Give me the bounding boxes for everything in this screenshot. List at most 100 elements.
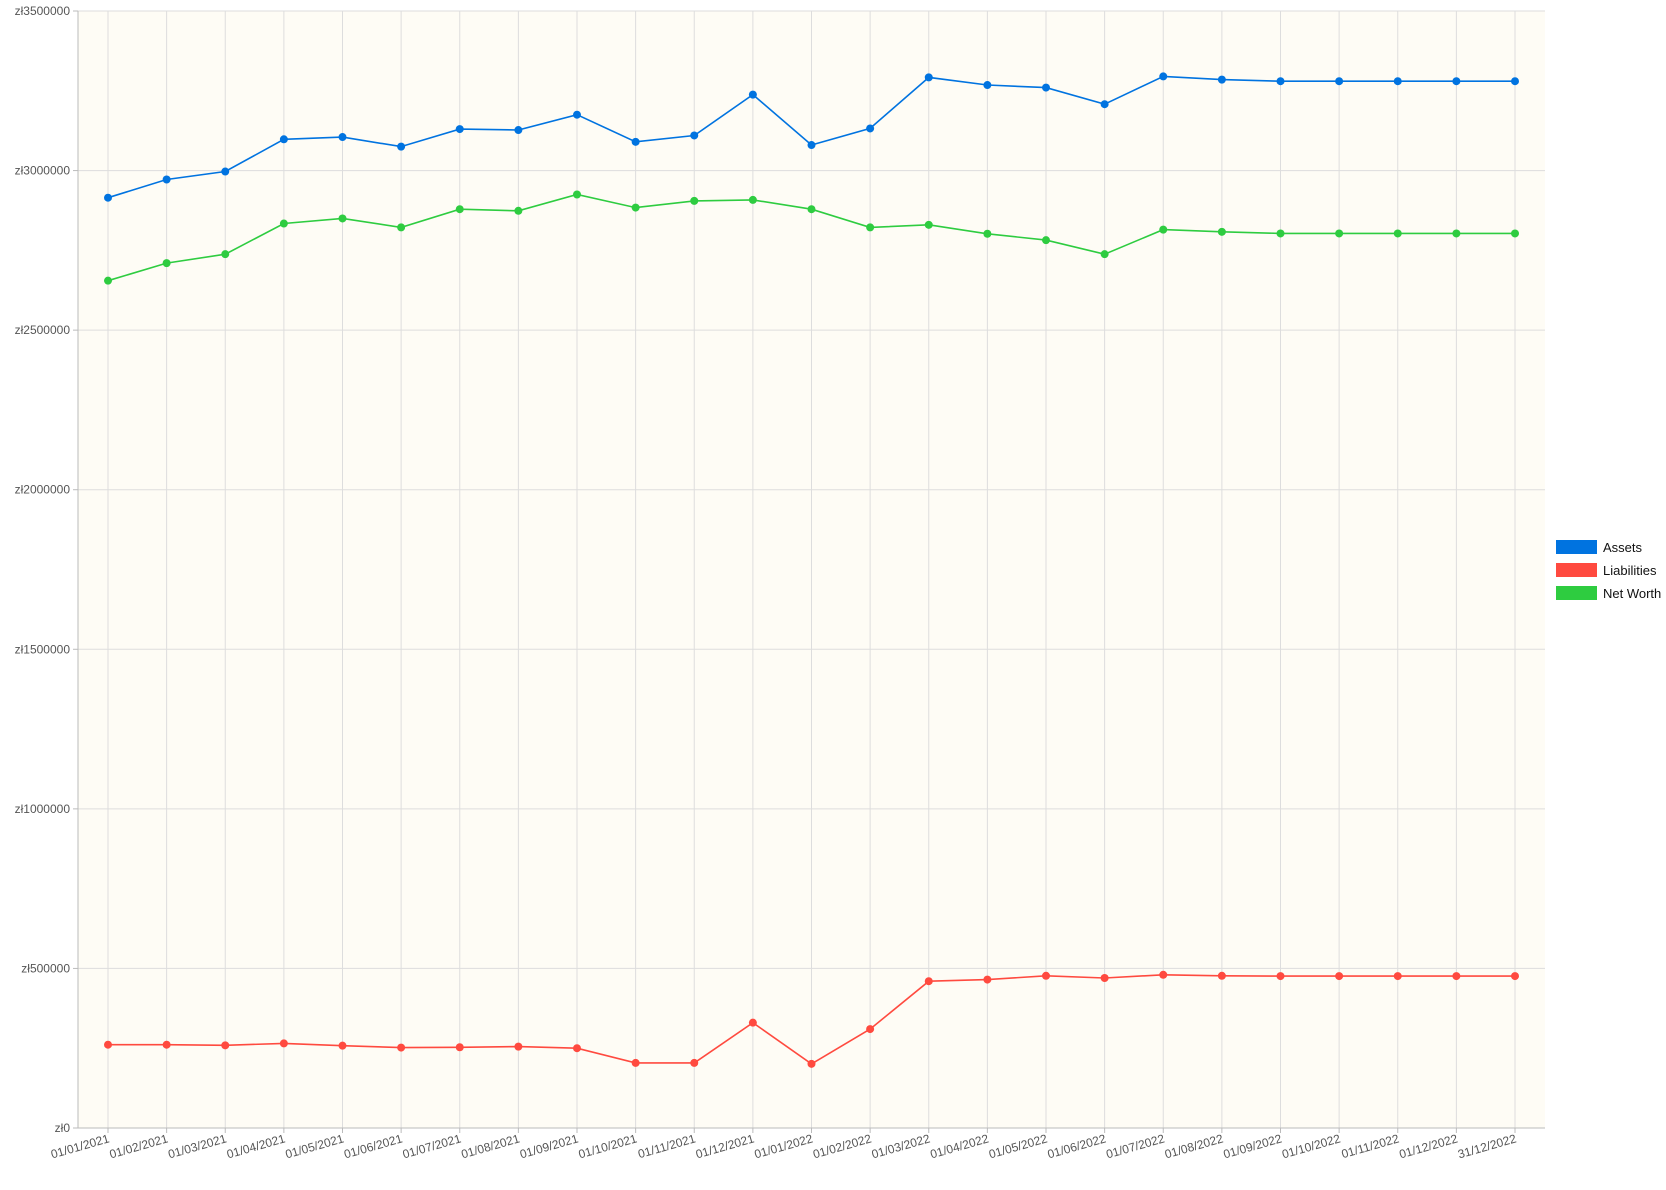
x-tick-label: 01/01/2021 [49, 1131, 111, 1161]
data-point-liabilities [924, 977, 933, 986]
x-tick-label: 01/06/2021 [342, 1131, 404, 1161]
data-point-net-worth [807, 205, 816, 214]
data-point-net-worth [1335, 229, 1344, 238]
x-tick-label: 01/10/2021 [577, 1131, 639, 1161]
data-point-net-worth [748, 195, 757, 204]
data-point-liabilities [1335, 972, 1344, 981]
data-point-net-worth [514, 206, 523, 215]
data-point-liabilities [866, 1025, 875, 1034]
y-tick-label: zł500000 [21, 961, 70, 975]
data-point-liabilities [279, 1039, 288, 1048]
y-tick-label: zł2500000 [15, 323, 71, 337]
data-point-assets [866, 124, 875, 133]
data-point-liabilities [455, 1043, 464, 1052]
data-point-liabilities [748, 1018, 757, 1027]
x-tick-label: 01/05/2021 [284, 1131, 346, 1161]
data-point-net-worth [1042, 236, 1050, 245]
data-point-net-worth [455, 205, 464, 214]
x-tick-label: 01/10/2022 [1280, 1131, 1342, 1161]
data-point-net-worth [162, 259, 171, 268]
data-point-assets [690, 131, 699, 140]
x-tick-label: 01/07/2022 [1104, 1131, 1166, 1161]
data-point-assets [1335, 77, 1344, 86]
legend-label-assets: Assets [1603, 540, 1643, 555]
data-point-assets [221, 167, 230, 176]
data-point-assets [455, 125, 464, 134]
legend-swatch-liabilities [1556, 563, 1597, 577]
data-point-net-worth [1100, 250, 1109, 259]
data-point-liabilities [1393, 972, 1402, 981]
data-point-liabilities [104, 1040, 112, 1049]
data-point-net-worth [338, 214, 347, 223]
data-point-net-worth [983, 229, 992, 238]
data-point-net-worth [1276, 229, 1285, 238]
data-point-assets [1276, 77, 1285, 86]
x-tick-label: 01/12/2021 [694, 1131, 756, 1161]
data-point-assets [1042, 83, 1050, 92]
data-point-liabilities [162, 1040, 171, 1049]
data-point-liabilities [807, 1059, 816, 1068]
x-tick-label: 01/09/2022 [1222, 1131, 1284, 1161]
data-point-net-worth [221, 250, 230, 259]
data-point-liabilities [631, 1058, 640, 1067]
data-point-liabilities [1452, 972, 1461, 981]
data-point-liabilities [690, 1058, 699, 1067]
data-point-assets [162, 175, 171, 184]
x-tick-label: 01/03/2021 [166, 1131, 228, 1161]
x-tick-label: 01/07/2021 [401, 1131, 463, 1161]
data-point-assets [1511, 77, 1519, 86]
x-tick-label: 01/04/2021 [225, 1131, 287, 1161]
x-tick-label: 01/02/2022 [811, 1131, 873, 1161]
x-tick-label: 01/08/2021 [460, 1131, 522, 1161]
x-tick-label: 01/11/2021 [636, 1131, 697, 1161]
data-point-assets [573, 110, 581, 119]
data-point-net-worth [1511, 229, 1519, 238]
data-point-liabilities [1511, 972, 1519, 981]
y-tick-label: zł3500000 [15, 4, 71, 18]
data-point-assets [1452, 77, 1461, 86]
data-point-net-worth [924, 220, 933, 229]
data-point-liabilities [1159, 970, 1168, 979]
x-tick-label: 01/02/2021 [108, 1131, 170, 1161]
data-point-net-worth [1452, 229, 1461, 238]
data-point-liabilities [1276, 972, 1285, 981]
data-point-net-worth [866, 223, 875, 232]
data-point-liabilities [1217, 971, 1226, 980]
y-tick-label: zł0 [55, 1121, 71, 1135]
data-point-net-worth [573, 190, 581, 199]
data-point-net-worth [1217, 227, 1226, 236]
data-point-assets [983, 81, 992, 90]
data-point-assets [1100, 100, 1109, 109]
data-point-assets [1217, 75, 1226, 84]
x-tick-label: 01/04/2022 [929, 1131, 991, 1161]
data-point-assets [104, 193, 112, 202]
x-tick-label: 31/12/2022 [1456, 1131, 1518, 1161]
data-point-liabilities [397, 1043, 406, 1052]
data-point-net-worth [397, 223, 406, 232]
data-point-assets [807, 141, 816, 150]
x-tick-label: 01/08/2022 [1163, 1131, 1225, 1161]
data-point-assets [514, 126, 523, 135]
data-point-net-worth [104, 276, 112, 285]
legend-label-net-worth: Net Worth [1603, 586, 1661, 601]
data-point-assets [631, 137, 640, 146]
data-point-assets [1159, 72, 1168, 81]
legend-swatch-assets [1556, 540, 1597, 554]
x-tick-label: 01/01/2022 [753, 1131, 815, 1161]
data-point-liabilities [573, 1044, 581, 1053]
x-tick-label: 01/11/2022 [1340, 1131, 1401, 1161]
data-point-assets [1393, 77, 1402, 86]
data-point-net-worth [631, 203, 640, 212]
legend-label-liabilities: Liabilities [1603, 563, 1657, 578]
data-point-assets [338, 133, 347, 142]
data-point-liabilities [514, 1042, 523, 1051]
y-tick-label: zł2000000 [15, 483, 71, 497]
y-tick-label: zł3000000 [15, 164, 71, 178]
data-point-liabilities [221, 1041, 230, 1050]
data-point-assets [397, 142, 406, 151]
x-tick-label: 01/05/2022 [987, 1131, 1049, 1161]
y-tick-label: zł1000000 [15, 802, 71, 816]
x-tick-label: 01/06/2022 [1046, 1131, 1108, 1161]
